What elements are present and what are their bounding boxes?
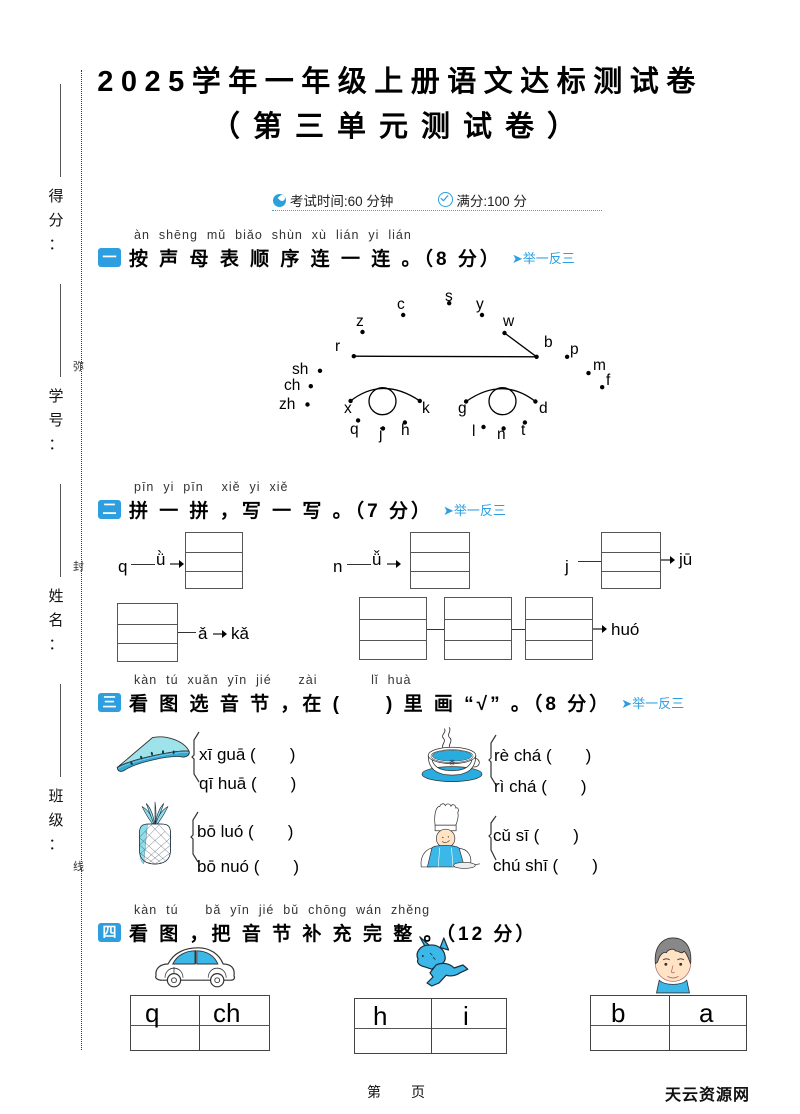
svg-text:q: q: [350, 421, 359, 438]
svg-text:g: g: [458, 400, 467, 417]
svg-text:m: m: [593, 357, 606, 374]
svg-text:h: h: [401, 422, 410, 439]
svg-text:j: j: [378, 426, 382, 443]
svg-text:w: w: [502, 313, 515, 330]
svg-text:p: p: [570, 341, 579, 358]
svg-text:c: c: [397, 296, 405, 313]
svg-text:sh: sh: [292, 361, 308, 378]
svg-text:zh: zh: [279, 396, 295, 413]
svg-text:t: t: [521, 422, 526, 439]
svg-text:d: d: [539, 400, 548, 417]
svg-text:r: r: [335, 338, 340, 355]
svg-text:k: k: [422, 400, 430, 417]
svg-text:s: s: [445, 288, 453, 305]
svg-text:ch: ch: [284, 377, 300, 394]
svg-text:f: f: [606, 372, 611, 389]
svg-text:b: b: [544, 334, 553, 351]
svg-text:n: n: [497, 426, 506, 443]
svg-text:y: y: [476, 296, 484, 313]
svg-text:l: l: [472, 423, 475, 440]
svg-text:z: z: [356, 313, 364, 330]
svg-text:x: x: [344, 400, 352, 417]
